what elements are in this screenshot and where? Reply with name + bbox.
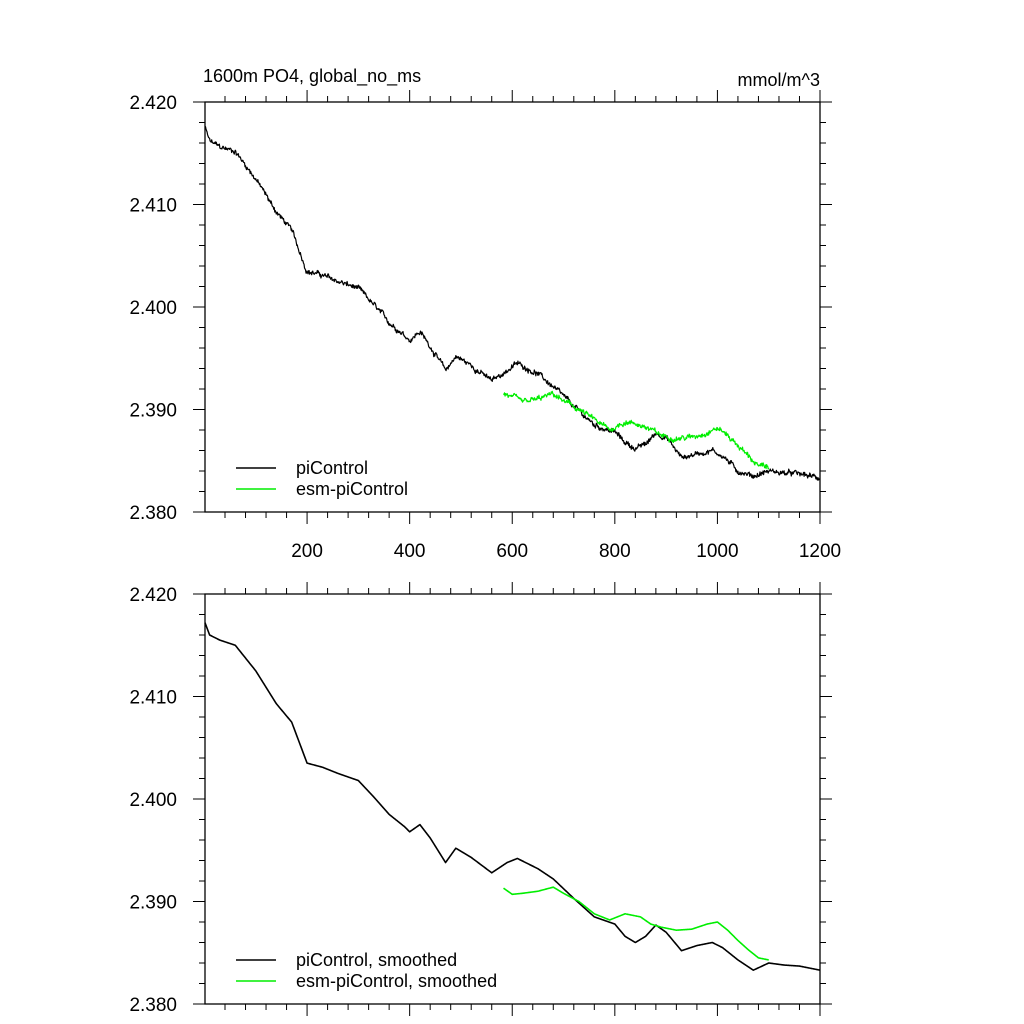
x-tick-label: 1200 [799,541,841,562]
y-tick-label: 2.420 [129,93,177,114]
y-tick-label: 2.410 [129,688,177,709]
legend-label-esm-picontrol: esm-piControl [296,479,408,499]
legend-label-esm-picontrol-smoothed: esm-piControl, smoothed [296,971,497,991]
x-tick-label: 400 [394,541,426,562]
y-tick-label: 2.400 [129,298,177,319]
x-tick-label: 600 [496,541,528,562]
top-panel: 2.380 2.390 2.400 2.410 2.420 200 400 600 800 100… [129,90,841,562]
series-line-picontrol [204,126,821,481]
series-line-esm-picontrol [502,390,770,470]
x-tick-label: 200 [291,541,323,562]
legend-label-picontrol-smoothed: piControl, smoothed [296,950,457,970]
bottom-panel-axes: 2.380 2.390 2.400 2.410 2.420 [129,582,832,1016]
chart-title: 1600m PO4, global_no_ms [203,66,421,87]
series-line-esm-picontrol-smoothed [503,886,769,961]
bottom-panel-legend: piControl, smoothed esm-piControl, smoot… [236,950,497,991]
y-tick-label: 2.410 [129,196,177,217]
y-tick-label: 2.380 [129,995,177,1016]
top-panel-axes: 2.380 2.390 2.400 2.410 2.420 200 400 600 800 100… [129,90,841,562]
y-tick-label: 2.390 [129,893,177,914]
units-label: mmol/m^3 [738,70,820,90]
y-tick-label: 2.380 [129,503,177,524]
bottom-panel-series [204,622,821,971]
y-tick-label: 2.390 [129,401,177,422]
legend-label-picontrol: piControl [296,458,368,478]
top-panel-series [204,126,821,481]
y-tick-label: 2.420 [129,585,177,606]
x-tick-label: 1000 [696,541,738,562]
x-tick-label: 800 [599,541,631,562]
series-line-picontrol-smoothed [204,622,821,971]
y-tick-label: 2.400 [129,790,177,811]
top-panel-legend: piControl esm-piControl [236,458,408,499]
bottom-panel: 2.380 2.390 2.400 2.410 2.420 piControl, smo… [129,582,832,1016]
